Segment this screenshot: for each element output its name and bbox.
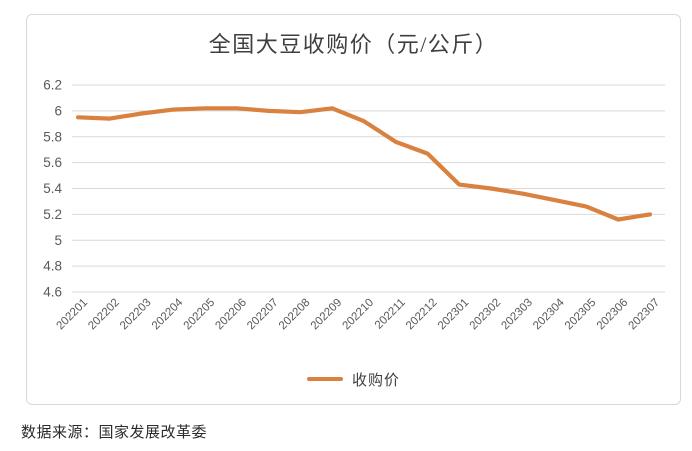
y-axis-tick-label: 6.2 bbox=[43, 78, 62, 93]
x-axis-tick-label: 202306 bbox=[595, 297, 631, 333]
x-axis-tick-label: 202212 bbox=[404, 297, 440, 333]
chart-frame bbox=[26, 14, 681, 405]
price-series-line bbox=[75, 106, 653, 222]
y-axis-tick-label: 5 bbox=[54, 233, 62, 248]
x-axis-tick-label: 202205 bbox=[182, 297, 218, 333]
x-axis-tick-label: 202303 bbox=[499, 297, 535, 333]
x-axis-tick-label: 202209 bbox=[309, 297, 345, 333]
x-axis-tick-label: 202210 bbox=[341, 297, 377, 333]
x-axis-tick-label: 202201 bbox=[55, 297, 91, 333]
x-axis-tick-label: 202207 bbox=[245, 297, 281, 333]
x-axis-tick-label: 202304 bbox=[531, 296, 567, 332]
legend: 收购价 bbox=[26, 369, 681, 389]
x-axis-tick-label: 202307 bbox=[627, 297, 663, 333]
y-axis-tick-label: 5.8 bbox=[43, 129, 62, 144]
y-axis-tick-label: 4.6 bbox=[43, 285, 62, 300]
x-axis-tick-label: 202208 bbox=[277, 297, 313, 333]
y-axis-tick-label: 4.8 bbox=[43, 259, 62, 274]
y-axis-tick-label: 6 bbox=[54, 103, 62, 118]
source-note: 数据来源：国家发展改革委 bbox=[21, 424, 208, 441]
x-axis-tick-label: 202202 bbox=[86, 297, 122, 333]
x-axis-tick-label: 202211 bbox=[373, 297, 408, 332]
legend-line-swatch bbox=[306, 377, 343, 381]
x-axis-tick-label: 202203 bbox=[118, 297, 154, 333]
x-axis-tick-label: 202206 bbox=[213, 297, 249, 333]
x-axis-tick-label: 202204 bbox=[150, 296, 186, 332]
y-axis-tick-label: 5.2 bbox=[43, 207, 62, 222]
y-axis-tick-label: 5.6 bbox=[43, 155, 62, 170]
x-axis-tick-label: 202305 bbox=[563, 297, 599, 333]
chart-title: 全国大豆收购价（元/公斤） bbox=[208, 32, 499, 57]
x-axis-tick-label: 202301 bbox=[436, 297, 472, 333]
x-axis-tick-label: 202302 bbox=[468, 297, 504, 333]
y-axis-tick-label: 5.4 bbox=[43, 181, 62, 196]
legend-label: 收购价 bbox=[351, 372, 400, 389]
